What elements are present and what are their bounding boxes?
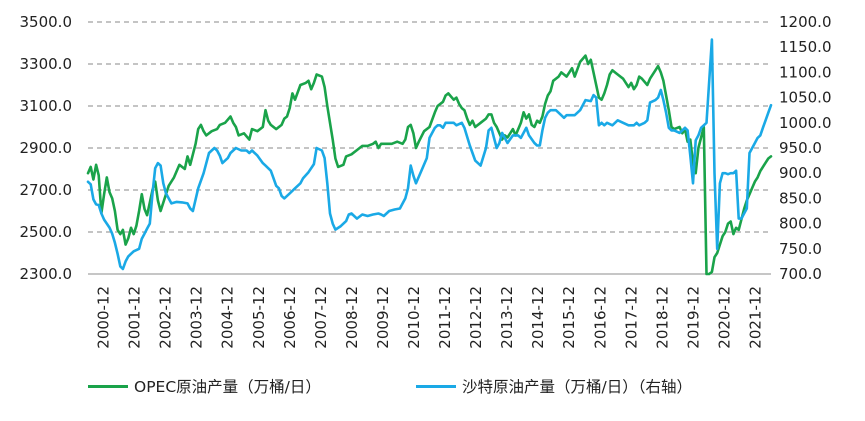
x-tick-label: 2020-12 <box>715 286 733 349</box>
x-tick-label: 2021-12 <box>746 286 764 349</box>
right-tick-label: 700.0 <box>779 265 822 283</box>
right-tick-label: 1200.0 <box>779 13 832 31</box>
right-tick-label: 850.0 <box>779 189 822 207</box>
grid-lines <box>88 21 771 233</box>
legend-label-saudi: 沙特原油产量（万桶/日）（右轴） <box>462 378 692 396</box>
legend-swatch-saudi <box>416 384 456 388</box>
left-axis: 2300.0 2500.0 2700.0 2900.0 3100.0 3300.0 3500… <box>20 13 73 283</box>
series-line-saudi <box>86 38 773 271</box>
right-tick-label: 900.0 <box>779 164 822 182</box>
x-tick-label: 2005-12 <box>250 286 268 349</box>
left-tick-label: 2700.0 <box>20 181 73 199</box>
x-tick-label: 2010-12 <box>405 286 423 349</box>
left-tick-label: 3100.0 <box>20 97 73 115</box>
right-tick-label: 950.0 <box>779 139 822 157</box>
x-tick-label: 2009-12 <box>374 286 392 349</box>
x-tick-label: 2004-12 <box>219 286 237 349</box>
right-axis: 700.0 750.0 800.0 850.0 900.0 950.0 1000.0 1050… <box>779 13 832 283</box>
left-tick-label: 3300.0 <box>20 55 73 73</box>
x-tick-label: 2013-12 <box>498 286 516 349</box>
left-tick-label: 3500.0 <box>20 13 73 31</box>
left-tick-label: 2900.0 <box>20 139 73 157</box>
right-tick-label: 1150.0 <box>779 38 832 56</box>
x-tick-label: 2016-12 <box>591 286 609 349</box>
left-tick-label: 2300.0 <box>20 265 73 283</box>
x-tick-label: 2018-12 <box>653 286 671 349</box>
x-tick-label: 2012-12 <box>467 286 485 349</box>
x-tick-label: 2008-12 <box>343 286 361 349</box>
x-tick-label: 2001-12 <box>126 286 144 349</box>
right-tick-label: 1000.0 <box>779 114 832 132</box>
x-tick-label: 2014-12 <box>529 286 547 349</box>
legend-item-opec: OPEC原油产量（万桶/日） <box>88 374 321 398</box>
legend-item-saudi: 沙特原油产量（万桶/日）（右轴） <box>416 374 692 398</box>
x-tick-label: 2019-12 <box>684 286 702 349</box>
x-tick-label: 2003-12 <box>188 286 206 349</box>
right-tick-label: 1100.0 <box>779 63 832 81</box>
legend-swatch-opec <box>88 384 128 388</box>
left-tick-label: 2500.0 <box>20 223 73 241</box>
x-tick-label: 2011-12 <box>436 286 454 349</box>
x-tick-label: 2000-12 <box>95 286 113 349</box>
right-tick-label: 800.0 <box>779 215 822 233</box>
right-tick-label: 1050.0 <box>779 89 832 107</box>
x-tick-label: 2015-12 <box>560 286 578 349</box>
x-tick-label: 2017-12 <box>622 286 640 349</box>
x-tick-label: 2006-12 <box>281 286 299 349</box>
series-lines <box>86 38 773 276</box>
x-axis: 2000-12 2001-12 2002-12 2003-12 2004-12 2005-… <box>95 286 765 349</box>
series-line-opec <box>86 54 773 276</box>
right-tick-label: 750.0 <box>779 240 822 258</box>
x-tick-label: 2007-12 <box>312 286 330 349</box>
x-tick-label: 2002-12 <box>157 286 175 349</box>
legend-label-opec: OPEC原油产量（万桶/日） <box>134 378 321 396</box>
